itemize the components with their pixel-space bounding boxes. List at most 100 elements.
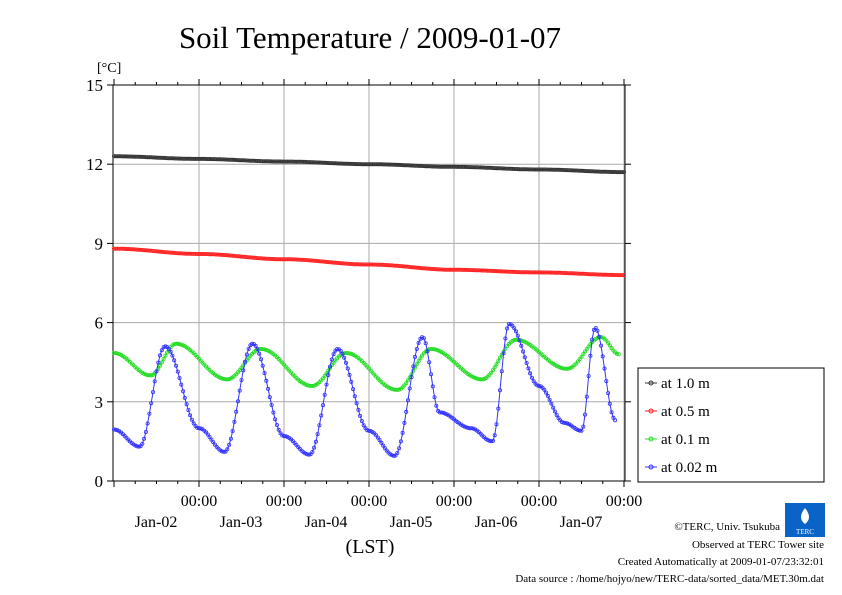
data-point (165, 350, 170, 355)
data-point (531, 379, 536, 384)
data-point (315, 432, 320, 437)
data-point (140, 154, 145, 159)
data-point (584, 346, 589, 351)
data-point (584, 169, 589, 174)
data-point (501, 351, 506, 356)
data-point (145, 248, 150, 253)
x-tick-time: 00:00 (351, 493, 387, 510)
data-point (327, 260, 332, 265)
data-point (377, 262, 382, 267)
data-point (170, 250, 175, 255)
data-point (600, 354, 605, 359)
data-point (377, 162, 382, 167)
y-axis-ticks: 0 3 6 9 12 15 (86, 76, 631, 491)
data-point (497, 269, 502, 274)
data-point (358, 162, 363, 167)
data-point (200, 251, 205, 256)
data-point (157, 353, 162, 358)
data-point (297, 257, 302, 262)
data-point (512, 166, 517, 171)
data-point (613, 169, 618, 174)
x-tick-time: 00:00 (266, 493, 302, 510)
data-point (347, 261, 352, 266)
data-point (260, 256, 265, 261)
data-point (242, 254, 247, 259)
data-point (425, 349, 430, 354)
data-point (165, 156, 170, 161)
data-point (414, 346, 419, 351)
data-point (242, 359, 247, 364)
data-point (271, 410, 276, 415)
data-point (480, 268, 485, 273)
data-point (607, 401, 612, 406)
data-point (552, 409, 557, 414)
data-point (239, 378, 244, 383)
data-point (606, 391, 611, 396)
data-point (163, 353, 168, 358)
data-point (221, 449, 226, 454)
data-point (157, 249, 162, 254)
data-point (322, 160, 327, 165)
data-point (551, 405, 556, 410)
data-point (412, 163, 417, 168)
data-point (345, 351, 350, 356)
x-tick-date: Jan-03 (220, 514, 263, 531)
data-point (490, 368, 495, 373)
data-point (354, 401, 359, 406)
data-point (522, 355, 527, 360)
data-point (237, 158, 242, 163)
data-point (425, 164, 430, 169)
data-point (250, 255, 255, 260)
data-point (168, 349, 173, 354)
data-point (182, 156, 187, 161)
data-point (292, 257, 297, 262)
data-point (172, 156, 177, 161)
credit-created: Created Automatically at 2009-01-07/23:3… (618, 556, 824, 568)
data-point (537, 383, 542, 388)
data-point (579, 354, 584, 359)
data-point (558, 270, 563, 275)
data-point (489, 370, 494, 375)
data-point (515, 333, 520, 338)
data-point (349, 379, 354, 384)
data-point (521, 349, 526, 354)
data-point (503, 336, 508, 341)
data-point (402, 163, 407, 168)
data-point (400, 264, 405, 269)
x-tick-time: 00:00 (436, 493, 472, 510)
data-point (207, 156, 212, 161)
data-point (487, 438, 492, 443)
data-point (496, 358, 501, 363)
data-point (395, 162, 400, 167)
data-point (172, 250, 177, 255)
data-point (579, 428, 584, 433)
data-point (474, 165, 479, 170)
data-point (505, 269, 510, 274)
data-point (581, 424, 586, 429)
data-point (402, 264, 407, 269)
data-point (398, 439, 403, 444)
data-point (145, 155, 150, 160)
data-point (303, 257, 308, 262)
data-point (427, 360, 432, 365)
data-point (181, 389, 186, 394)
data-point (280, 433, 285, 438)
data-point (480, 165, 485, 170)
data-point (529, 167, 534, 172)
data-point (412, 354, 417, 359)
data-point (232, 157, 237, 162)
data-point (510, 269, 515, 274)
data-point (583, 412, 588, 417)
series-at-0-02-m (112, 321, 618, 458)
data-point (317, 423, 322, 428)
data-point (262, 256, 267, 261)
data-point (149, 401, 154, 406)
data-point (303, 382, 308, 387)
data-point (395, 450, 400, 455)
data-point (266, 386, 271, 391)
series-at-0-1-m (112, 335, 621, 392)
credit-copyright: ©TERC, Univ. Tsukuba (674, 521, 780, 533)
data-point (315, 160, 320, 165)
y-axis-unit: [°C] (97, 61, 121, 76)
data-point (474, 376, 479, 381)
